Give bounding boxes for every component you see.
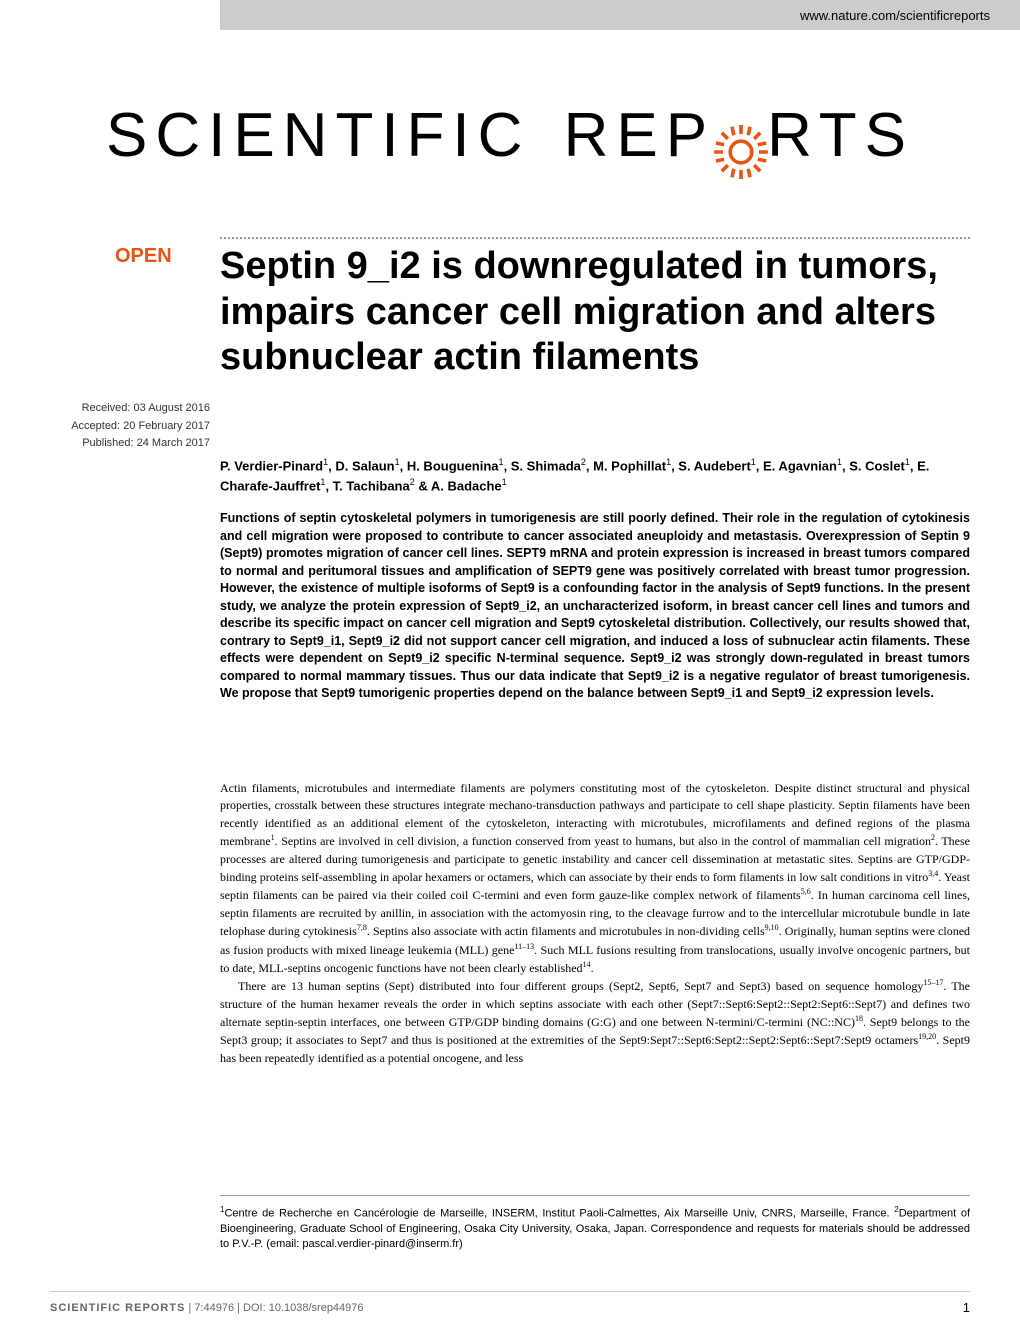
accepted-date: Accepted: 20 February 2017 [45, 418, 210, 436]
affiliations: 1Centre de Recherche en Cancérologie de … [220, 1195, 970, 1253]
logo-text-part3: RTS [767, 101, 914, 170]
body-text: Actin filaments, microtubules and interm… [220, 780, 970, 1067]
logo-text-space [534, 101, 559, 170]
header-bar: www.nature.com/scientificreports [220, 0, 1020, 30]
header-url[interactable]: www.nature.com/scientificreports [800, 8, 990, 23]
footer-page-number: 1 [963, 1300, 970, 1315]
body-paragraph-2: There are 13 human septins (Sept) distri… [220, 977, 970, 1067]
abstract: Functions of septin cytoskeletal polymer… [220, 510, 970, 703]
journal-logo: SCIENTIFIC REP RTS [60, 100, 960, 182]
footer-journal: SCIENTIFIC REPORTS [50, 1302, 185, 1314]
authors-list: P. Verdier-Pinard1, D. Salaun1, H. Bougu… [220, 456, 970, 496]
body-paragraph-1: Actin filaments, microtubules and interm… [220, 780, 970, 977]
received-date: Received: 03 August 2016 [45, 400, 210, 418]
gear-icon [711, 122, 771, 182]
footer-citation: SCIENTIFIC REPORTS | 7:44976 | DOI: 10.1… [50, 1302, 364, 1314]
footer: SCIENTIFIC REPORTS | 7:44976 | DOI: 10.1… [50, 1291, 970, 1315]
logo-text-part2: REP [564, 101, 715, 170]
article-title: Septin 9_i2 is downregulated in tumors, … [220, 244, 970, 381]
logo-text-part1: SCIENTIFIC [106, 101, 530, 170]
title-divider [220, 237, 970, 239]
open-access-badge: OPEN [115, 245, 172, 268]
article-metadata: Received: 03 August 2016 Accepted: 20 Fe… [45, 400, 210, 453]
footer-doi: | 7:44976 | DOI: 10.1038/srep44976 [185, 1302, 363, 1314]
published-date: Published: 24 March 2017 [45, 435, 210, 453]
